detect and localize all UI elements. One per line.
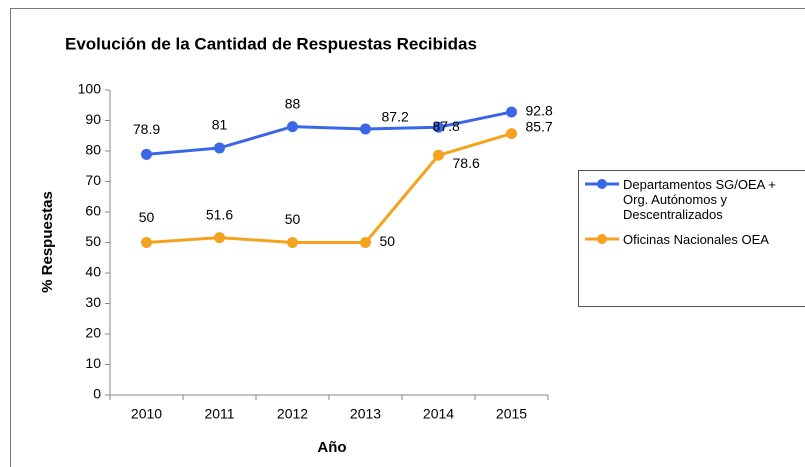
data-label: 87.8 bbox=[433, 118, 460, 134]
data-point bbox=[287, 121, 298, 133]
y-tick-label: 0 bbox=[93, 386, 101, 402]
data-label: 88 bbox=[285, 95, 301, 111]
data-point bbox=[433, 149, 444, 161]
chart-frame bbox=[10, 8, 805, 467]
x-tick-label: 2014 bbox=[423, 406, 454, 422]
y-tick-label: 60 bbox=[85, 203, 101, 219]
y-tick-label: 20 bbox=[85, 325, 101, 341]
y-tick-label: 10 bbox=[85, 355, 101, 371]
data-point bbox=[360, 237, 371, 248]
data-point bbox=[360, 123, 371, 135]
legend-item: Oficinas Nacionales OEA bbox=[583, 232, 805, 247]
data-point bbox=[214, 232, 225, 244]
x-axis-label: Año bbox=[317, 439, 346, 456]
x-tick-label: 2012 bbox=[277, 406, 308, 422]
data-point bbox=[433, 121, 444, 133]
x-tick-label: 2013 bbox=[350, 406, 381, 422]
series-line bbox=[146, 132, 512, 244]
y-tick-label: 70 bbox=[85, 172, 101, 188]
data-label: 87.2 bbox=[382, 109, 409, 125]
y-tick-label: 30 bbox=[85, 294, 101, 310]
x-tick-label: 2015 bbox=[496, 406, 527, 422]
data-label: 92.8 bbox=[526, 103, 553, 119]
data-label: 81 bbox=[212, 117, 228, 133]
data-point bbox=[506, 106, 517, 118]
legend-label: Departamentos SG/OEA + Org. Autónomos y … bbox=[623, 177, 776, 222]
data-point bbox=[287, 237, 298, 248]
data-label: 50 bbox=[380, 233, 396, 249]
y-tick-label: 40 bbox=[85, 264, 101, 280]
x-tick-label: 2011 bbox=[204, 406, 234, 422]
y-axis-label: % Respuestas bbox=[39, 191, 56, 293]
legend-swatch bbox=[585, 234, 619, 244]
data-point bbox=[141, 148, 152, 160]
x-tick-label: 2010 bbox=[131, 406, 162, 422]
data-label: 85.7 bbox=[526, 118, 553, 134]
data-label: 78.6 bbox=[453, 155, 480, 171]
y-tick-label: 90 bbox=[85, 111, 101, 127]
data-label: 51.6 bbox=[206, 206, 233, 222]
y-tick-label: 80 bbox=[85, 142, 101, 158]
y-tick-label: 100 bbox=[78, 81, 102, 97]
data-label: 50 bbox=[285, 211, 301, 227]
data-label: 50 bbox=[139, 209, 155, 225]
legend-swatch bbox=[585, 179, 619, 189]
data-label: 78.9 bbox=[133, 121, 160, 137]
legend-label: Oficinas Nacionales OEA bbox=[623, 232, 769, 247]
data-point bbox=[214, 142, 225, 154]
chart-title: Evolución de la Cantidad de Respuestas R… bbox=[65, 34, 477, 53]
legend-item: Departamentos SG/OEA + Org. Autónomos y … bbox=[583, 177, 805, 222]
legend: Departamentos SG/OEA + Org. Autónomos y … bbox=[578, 170, 805, 307]
data-point bbox=[141, 237, 152, 248]
series-line bbox=[146, 110, 512, 156]
y-tick-label: 50 bbox=[85, 233, 101, 249]
data-point bbox=[506, 128, 517, 140]
